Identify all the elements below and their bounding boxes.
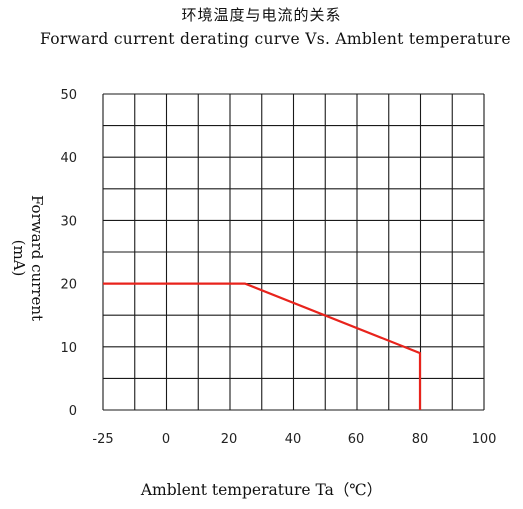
x-tick-labels: -25 0 20 40 60 80 100 — [92, 432, 496, 447]
chart-title: Forward current derating curve Vs. Amble… — [40, 30, 511, 48]
y-tick-label: 40 — [60, 151, 77, 166]
x-tick-label: 0 — [162, 432, 170, 447]
x-tick-label: -25 — [92, 432, 113, 447]
y-tick-label: 50 — [60, 88, 77, 103]
x-tick-label: 80 — [412, 432, 429, 447]
y-tick-label: 20 — [60, 278, 77, 293]
x-tick-label: 100 — [472, 432, 497, 447]
x-tick-label: 60 — [348, 432, 365, 447]
y-axis-label: Forward current (mA) — [10, 194, 46, 322]
x-tick-label: 20 — [221, 432, 238, 447]
y-tick-label: 0 — [69, 404, 77, 419]
y-tick-labels: 50 40 30 20 10 0 — [60, 88, 77, 419]
chart-grid — [102, 93, 485, 411]
y-tick-label: 30 — [60, 214, 77, 229]
x-axis-label: Amblent temperature Ta（℃） — [140, 481, 383, 499]
chart-title-chinese: 环境温度与电流的关系 — [181, 6, 342, 24]
y-tick-label: 10 — [60, 341, 77, 356]
x-tick-label: 40 — [285, 432, 302, 447]
chart-series — [103, 282, 422, 410]
derating-curve-line — [103, 282, 422, 410]
